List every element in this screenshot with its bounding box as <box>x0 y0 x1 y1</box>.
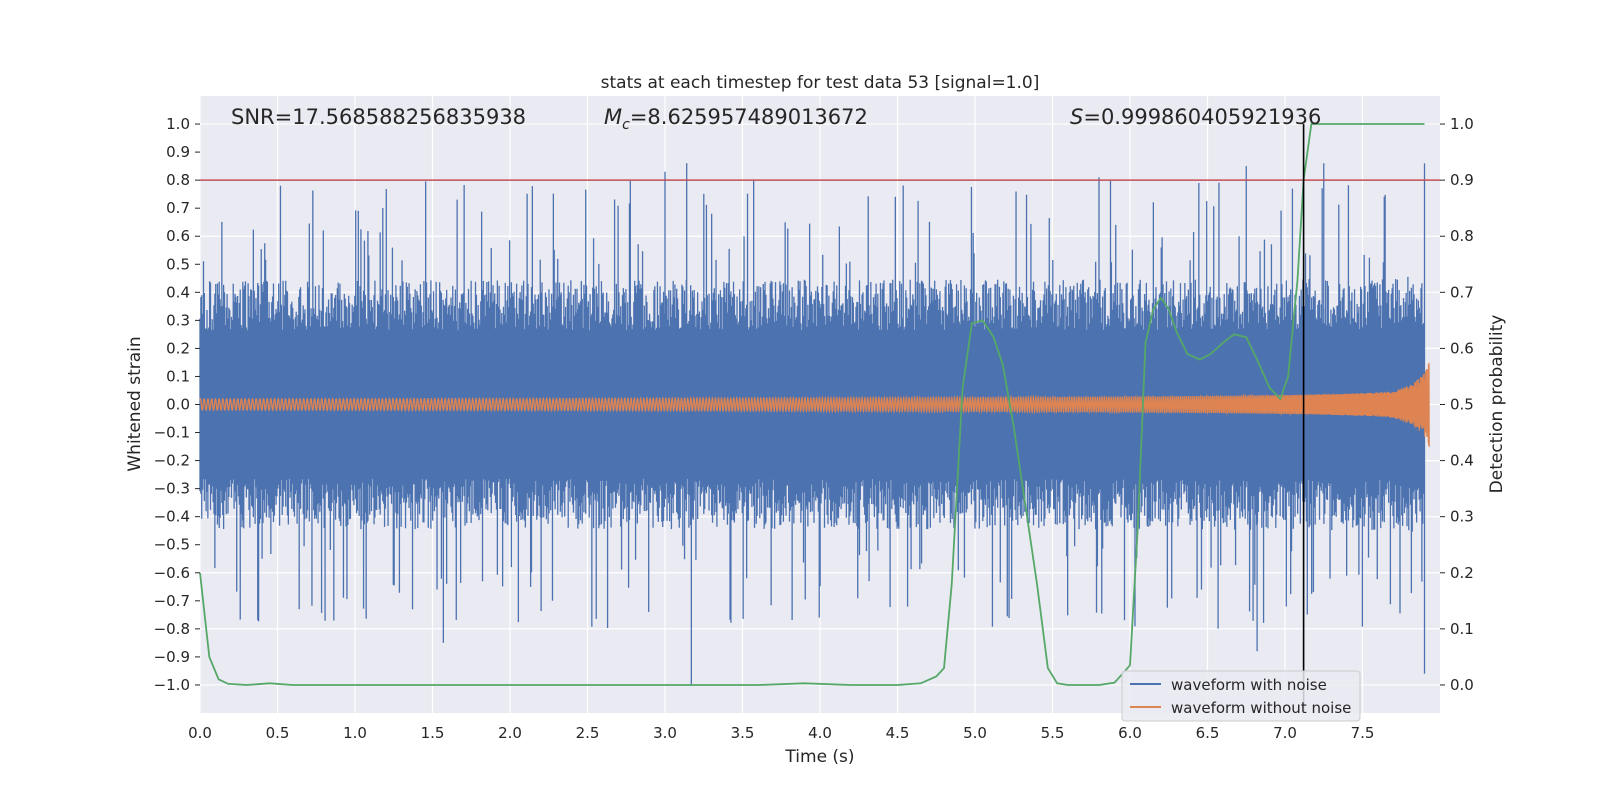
y2-tick-label: 0.0 <box>1450 676 1474 694</box>
y-tick-label: 0.8 <box>166 171 190 189</box>
y2-axis-label: Detection probability <box>1487 315 1507 494</box>
detection-probability-line <box>199 123 1425 686</box>
y-tick-label: 1.0 <box>166 115 190 133</box>
x-tick-label: 4.0 <box>808 724 832 742</box>
chirp-mass-annotation: Mc=8.625957489013672 <box>604 105 868 133</box>
y2-tick-label: 0.9 <box>1450 171 1474 189</box>
x-tick-label: 7.5 <box>1351 724 1375 742</box>
y-tick-label: 0.6 <box>166 227 190 245</box>
x-tick-label: 0.0 <box>188 724 212 742</box>
x-tick-label: 0.5 <box>266 724 290 742</box>
x-axis-label: Time (s) <box>784 747 854 767</box>
x-tick-label: 5.0 <box>963 724 987 742</box>
y-tick-label: −0.4 <box>154 508 190 526</box>
legend-label-clean: waveform without noise <box>1171 699 1351 717</box>
snr-annotation: SNR=17.568588256835938 <box>231 105 526 129</box>
y-tick-label: −0.2 <box>154 452 190 470</box>
x-tick-label: 7.0 <box>1273 724 1297 742</box>
y-tick-label: −1.0 <box>154 676 190 694</box>
y2-tick-label: 0.8 <box>1450 227 1474 245</box>
x-tick-label: 4.5 <box>886 724 910 742</box>
y-tick-label: 0.5 <box>166 255 190 273</box>
y2-tick-label: 0.7 <box>1450 283 1474 301</box>
y2-tick-label: 0.6 <box>1450 339 1474 357</box>
x-tick-label: 2.5 <box>576 724 600 742</box>
y2-tick-label: 0.1 <box>1450 620 1474 638</box>
y-tick-label: −0.3 <box>154 480 190 498</box>
y2-tick-label: 0.3 <box>1450 508 1474 526</box>
y2-tick-label: 0.2 <box>1450 564 1474 582</box>
y-tick-label: −0.5 <box>154 536 190 554</box>
x-tick-label: 1.5 <box>421 724 445 742</box>
y-tick-label: 0.7 <box>166 199 190 217</box>
y2-tick-label: 0.4 <box>1450 452 1474 470</box>
y-tick-label: 0.3 <box>166 311 190 329</box>
y-tick-label: 0.0 <box>166 396 190 414</box>
statistic-value: =0.999860405921936 <box>1083 105 1321 129</box>
chirp-mass-subscript: c <box>622 117 630 133</box>
y-tick-label: 0.2 <box>166 339 190 357</box>
chirp-mass-value: =8.625957489013672 <box>630 105 868 129</box>
y-tick-label: 0.9 <box>166 143 190 161</box>
legend: waveform with noise waveform without noi… <box>1121 670 1361 722</box>
y-tick-label: −0.8 <box>154 620 190 638</box>
statistic-annotation: S=0.999860405921936 <box>1070 105 1321 129</box>
x-tick-label: 6.0 <box>1118 724 1142 742</box>
x-tick-label: 3.0 <box>653 724 677 742</box>
x-tick-label: 6.5 <box>1196 724 1220 742</box>
clean-waveform-line <box>199 362 1430 447</box>
y2-tick-label: 0.5 <box>1450 396 1474 414</box>
y-tick-label: −0.9 <box>154 648 190 666</box>
x-tick-label: 3.5 <box>731 724 755 742</box>
chart-title: stats at each timestep for test data 53 … <box>601 73 1040 93</box>
legend-label-noisy: waveform with noise <box>1171 676 1327 694</box>
legend-box <box>1121 670 1361 722</box>
y-tick-label: −0.7 <box>154 592 190 610</box>
x-tick-label: 1.0 <box>343 724 367 742</box>
x-tick-label: 5.5 <box>1041 724 1065 742</box>
y-tick-label: −0.1 <box>154 424 190 442</box>
y-axis-label: Whitened strain <box>125 336 145 471</box>
y2-tick-label: 1.0 <box>1450 115 1474 133</box>
chirp-mass-symbol: M <box>604 105 622 129</box>
y-tick-label: 0.1 <box>166 367 190 385</box>
axis-layer: 0.0 0.5 1.0 1.5 2.0 2.5 3.0 3.5 4.0 4.5 5.0 5.5 6.0 6… <box>154 115 1474 742</box>
y-tick-label: 0.4 <box>166 283 190 301</box>
y-tick-label: −0.6 <box>154 564 190 582</box>
x-tick-label: 2.0 <box>498 724 522 742</box>
statistic-symbol: S <box>1070 105 1083 129</box>
